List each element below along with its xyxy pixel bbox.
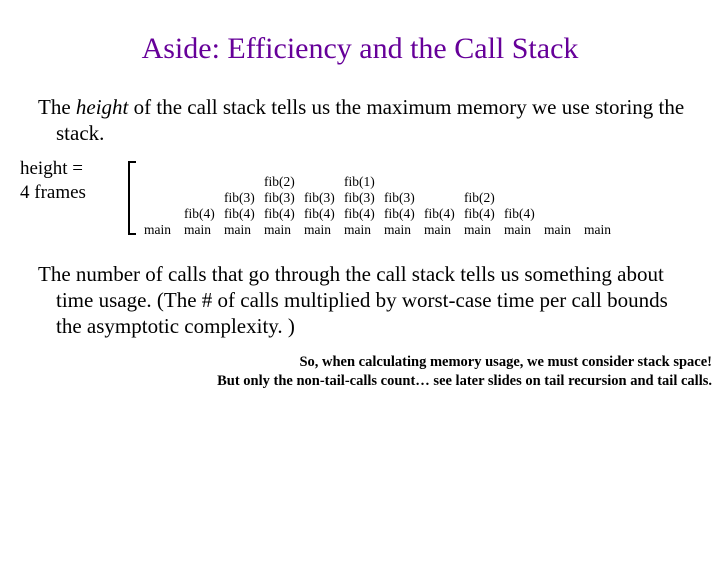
- stack-cell: main: [464, 222, 500, 238]
- para1-prefix: The: [38, 95, 76, 119]
- stack-cell: fib(3): [304, 190, 340, 206]
- stack-cell: main: [264, 222, 300, 238]
- paragraph-calls: The number of calls that go through the …: [38, 261, 692, 340]
- stack-cell: main: [184, 222, 220, 238]
- footnote-line2: But only the non-tail-calls count… see l…: [217, 373, 712, 389]
- stack-column: main: [142, 167, 182, 239]
- stack-column: main: [582, 167, 622, 239]
- height-label-line2: 4 frames: [20, 182, 86, 203]
- stack-columns: mainfib(4)mainfib(3)fib(4)mainfib(2)fib(…: [142, 167, 622, 239]
- stack-cell: main: [344, 222, 380, 238]
- stack-cell: main: [424, 222, 460, 238]
- stack-cell: fib(3): [384, 190, 420, 206]
- height-label-line1: height =: [20, 158, 83, 179]
- stack-cell: main: [384, 222, 420, 238]
- stack-cell: fib(3): [264, 190, 300, 206]
- stack-cell: main: [584, 222, 620, 238]
- stack-column: fib(2)fib(3)fib(4)main: [262, 167, 302, 239]
- stack-cell: fib(4): [384, 206, 420, 222]
- stack-cell: fib(3): [344, 190, 380, 206]
- para1-italic: height: [76, 95, 129, 119]
- stack-cell: main: [304, 222, 340, 238]
- stack-column: fib(3)fib(4)main: [382, 167, 422, 239]
- stack-cell: fib(2): [264, 174, 300, 190]
- stack-cell: fib(4): [424, 206, 460, 222]
- page-title: Aside: Efficiency and the Call Stack: [0, 32, 720, 66]
- stack-cell: fib(3): [224, 190, 260, 206]
- stack-cell: fib(4): [504, 206, 540, 222]
- stack-column: fib(4)main: [422, 167, 462, 239]
- footnote: So, when calculating memory usage, we mu…: [0, 353, 712, 391]
- para1-suffix: of the call stack tells us the maximum m…: [56, 95, 684, 145]
- stack-column: fib(4)main: [502, 167, 542, 239]
- stack-cell: fib(4): [264, 206, 300, 222]
- stack-cell: fib(4): [224, 206, 260, 222]
- stack-cell: fib(4): [184, 206, 220, 222]
- height-label: height = 4 frames: [20, 157, 110, 205]
- stack-cell: fib(2): [464, 190, 500, 206]
- stack-cell: fib(4): [304, 206, 340, 222]
- stack-cell: main: [504, 222, 540, 238]
- stack-cell: main: [224, 222, 260, 238]
- stack-column: fib(1)fib(3)fib(4)main: [342, 167, 382, 239]
- footnote-line1: So, when calculating memory usage, we mu…: [299, 354, 712, 370]
- paragraph-height: The height of the call stack tells us th…: [38, 94, 692, 147]
- stack-diagram: height = 4 frames mainfib(4)mainfib(3)fi…: [20, 161, 720, 239]
- stack-column: fib(2)fib(4)main: [462, 167, 502, 239]
- stack-cell: main: [144, 222, 180, 238]
- stack-cell: fib(4): [464, 206, 500, 222]
- stack-cell: fib(4): [344, 206, 380, 222]
- stack-cell: fib(1): [344, 174, 380, 190]
- bracket-icon: [122, 159, 136, 237]
- stack-column: fib(3)fib(4)main: [222, 167, 262, 239]
- stack-cell: main: [544, 222, 580, 238]
- stack-column: fib(3)fib(4)main: [302, 167, 342, 239]
- stack-column: main: [542, 167, 582, 239]
- stack-column: fib(4)main: [182, 167, 222, 239]
